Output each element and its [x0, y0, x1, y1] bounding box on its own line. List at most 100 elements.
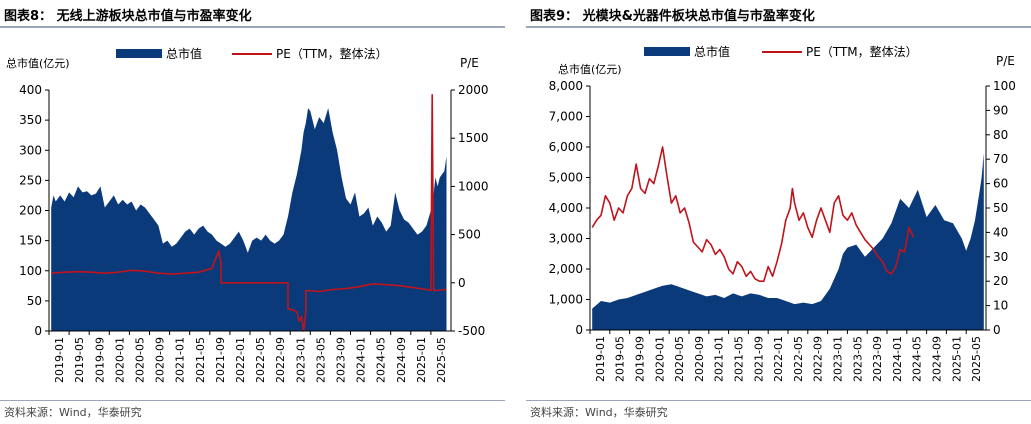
chart-panel-left: 图表8： 无线上游板块总市值与市盈率变化 0 50 100 150 200 250 300 3… [0, 0, 505, 424]
x-tick-label: 2024-01 [355, 337, 368, 383]
x-tick-label: 2022-05 [254, 337, 267, 383]
x-tick-label: 2025-05 [970, 336, 983, 382]
right-tick-label: 20 [993, 274, 1008, 288]
left-tick-label: 4,000 [549, 201, 583, 215]
chart-panel-right: 图表9： 光模块&光器件板块总市值与市盈率变化 0 1,000 2,000 3,000… [526, 0, 1031, 424]
left-tick-label: 150 [19, 234, 42, 248]
series-area-market-cap [51, 108, 447, 331]
x-tick-label: 2020-01 [653, 336, 666, 382]
x-tick-label: 2021-09 [752, 336, 765, 382]
x-tick-label: 2019-01 [594, 336, 607, 382]
legend-swatch-market-cap [116, 49, 162, 58]
x-tick-label: 2024-09 [395, 337, 408, 383]
legend-swatch-market-cap [644, 47, 690, 56]
chart-title: 图表9： 光模块&光器件板块总市值与市盈率变化 [530, 9, 815, 24]
legend-label-market-cap: 总市值 [694, 44, 730, 59]
left-tick-label: 250 [19, 173, 42, 187]
source-note: 资料来源：Wind，华泰研究 [530, 406, 668, 419]
x-tick-label: 2022-09 [812, 336, 825, 382]
left-tick-label: 200 [19, 204, 42, 218]
x-tick-label: 2019-01 [53, 337, 66, 383]
x-tick-label: 2025-01 [415, 337, 428, 383]
x-tick-label: 2023-09 [871, 336, 884, 382]
right-tick-label: 40 [993, 225, 1008, 239]
x-tick-label: 2023-05 [314, 337, 327, 383]
x-tick-label: 2019-09 [634, 336, 647, 382]
series-line-pe [591, 146, 915, 282]
x-tick-label: 2023-01 [832, 336, 845, 382]
legend-label-market-cap: 总市值 [166, 46, 202, 61]
left-tick-label: 100 [19, 264, 42, 278]
right-tick-label: -500 [458, 324, 485, 338]
x-tick-label: 2020-09 [154, 337, 167, 383]
left-tick-label: 8,000 [549, 79, 583, 93]
source-divider [526, 400, 1031, 401]
right-axis-label: P/E [996, 54, 1015, 68]
series-area-market-cap [592, 153, 984, 330]
right-tick-label: 1000 [458, 179, 489, 193]
x-tick-label: 2021-05 [194, 337, 207, 383]
x-tick-label: 2022-01 [772, 336, 785, 382]
right-tick-label: 0 [458, 276, 466, 290]
chart-title: 图表8： 无线上游板块总市值与市盈率变化 [4, 9, 252, 24]
x-tick-label: 2024-05 [911, 336, 924, 382]
x-tick-label: 2020-09 [693, 336, 706, 382]
left-axis-label: 总市值(亿元) [558, 62, 622, 76]
x-tick-label: 2023-01 [294, 337, 307, 383]
left-tick-label: 6,000 [549, 140, 583, 154]
x-tick-label: 2021-01 [713, 336, 726, 382]
x-tick-label: 2022-09 [274, 337, 287, 383]
left-tick-label: 2,000 [549, 262, 583, 276]
title-divider [0, 26, 505, 28]
right-tick-label: 2000 [458, 83, 489, 97]
left-tick-label: 3,000 [549, 232, 583, 246]
x-tick-label: 2020-01 [113, 337, 126, 383]
x-tick-label: 2025-05 [435, 337, 448, 383]
left-tick-label: 0 [34, 324, 42, 338]
x-tick-label: 2019-05 [614, 336, 627, 382]
right-tick-label: 500 [458, 228, 481, 242]
x-tick-label: 2020-05 [133, 337, 146, 383]
x-tick-label: 2025-01 [950, 336, 963, 382]
left-tick-label: 50 [27, 294, 42, 308]
left-axis-label: 总市值(亿元) [6, 56, 70, 70]
right-tick-label: 60 [993, 177, 1008, 191]
right-tick-label: 100 [993, 79, 1016, 93]
right-tick-label: 0 [993, 323, 1001, 337]
x-tick-label: 2022-01 [234, 337, 247, 383]
x-tick-label: 2021-05 [733, 336, 746, 382]
x-tick-label: 2023-09 [334, 337, 347, 383]
left-tick-label: 350 [19, 113, 42, 127]
right-tick-label: 10 [993, 299, 1008, 313]
right-tick-label: 50 [993, 201, 1008, 215]
right-tick-label: 70 [993, 152, 1008, 166]
left-tick-label: 300 [19, 143, 42, 157]
x-tick-label: 2024-09 [931, 336, 944, 382]
x-tick-label: 2023-05 [851, 336, 864, 382]
right-tick-label: 1500 [458, 131, 489, 145]
source-divider [0, 400, 505, 401]
x-tick-label: 2019-05 [73, 337, 86, 383]
right-tick-label: 80 [993, 128, 1008, 142]
left-tick-label: 7,000 [549, 110, 583, 124]
x-tick-label: 2020-05 [673, 336, 686, 382]
x-tick-label: 2024-05 [375, 337, 388, 383]
right-axis-label: P/E [460, 56, 479, 70]
left-tick-label: 400 [19, 83, 42, 97]
right-tick-label: 30 [993, 250, 1008, 264]
legend-label-pe: PE（TTM，整体法） [806, 44, 918, 59]
series-line-pe [51, 94, 447, 332]
x-tick-label: 2021-01 [174, 337, 187, 383]
x-tick-label: 2019-09 [93, 337, 106, 383]
title-divider [526, 26, 1031, 28]
x-tick-label: 2021-09 [214, 337, 227, 383]
x-tick-label: 2022-05 [792, 336, 805, 382]
left-tick-label: 1,000 [549, 293, 583, 307]
legend-label-pe: PE（TTM，整体法） [276, 46, 388, 61]
chart-canvas: 0 50 100 150 200 250 300 350 400 -500 0 500 1000 1500… [6, 46, 489, 383]
left-tick-label: 0 [575, 323, 583, 337]
left-tick-label: 5,000 [549, 171, 583, 185]
source-note: 资料来源：Wind，华泰研究 [4, 406, 142, 419]
chart-canvas: 0 1,000 2,000 3,000 4,000 5,000 6,000 7,000 8,00… [549, 44, 1016, 382]
x-tick-label: 2024-01 [891, 336, 904, 382]
